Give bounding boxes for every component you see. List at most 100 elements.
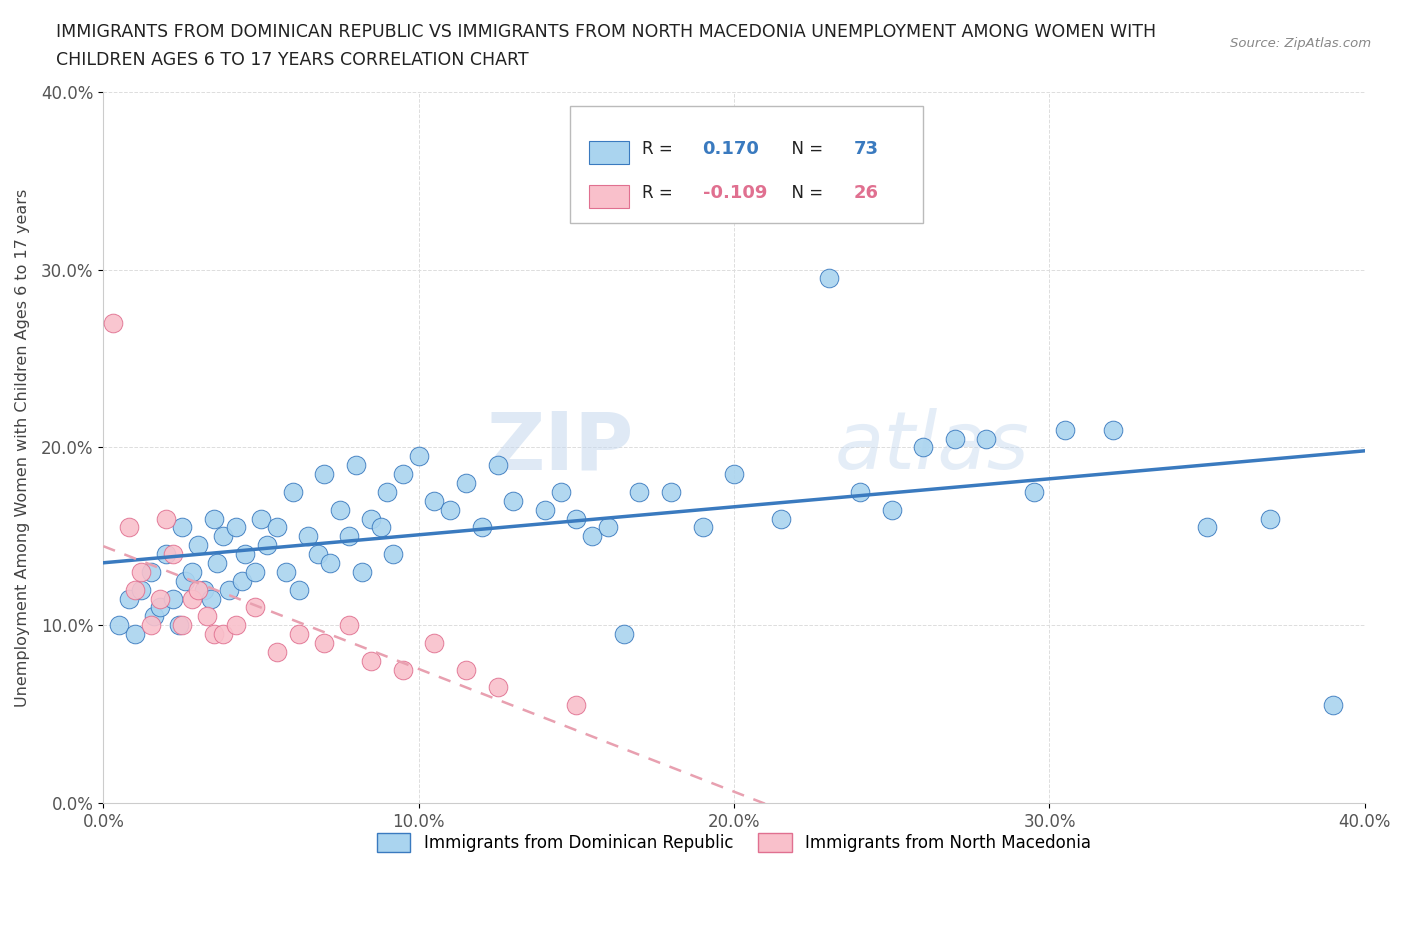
Point: [180, 565, 202, 579]
Point: [180, 591, 202, 606]
Point: [1101, 422, 1123, 437]
Point: [613, 627, 636, 642]
Point: [174, 574, 197, 589]
Point: [187, 538, 209, 552]
Point: [276, 565, 298, 579]
FancyBboxPatch shape: [589, 140, 630, 165]
Point: [565, 698, 588, 712]
Point: [770, 512, 793, 526]
Point: [155, 547, 177, 562]
Point: [360, 654, 382, 669]
Point: [817, 271, 839, 286]
Point: [375, 485, 398, 499]
Point: [360, 512, 382, 526]
Point: [167, 618, 190, 632]
Point: [912, 440, 935, 455]
Point: [314, 635, 336, 650]
Point: [723, 467, 745, 482]
Text: Source: ZipAtlas.com: Source: ZipAtlas.com: [1230, 37, 1371, 50]
Point: [288, 582, 311, 597]
Point: [439, 502, 461, 517]
Point: [162, 547, 184, 562]
Text: atlas: atlas: [835, 408, 1029, 486]
Point: [329, 502, 352, 517]
Point: [370, 520, 392, 535]
Text: ZIP: ZIP: [486, 408, 633, 486]
Point: [486, 458, 509, 472]
Point: [124, 627, 146, 642]
Legend: Immigrants from Dominican Republic, Immigrants from North Macedonia: Immigrants from Dominican Republic, Immi…: [371, 826, 1098, 858]
Point: [233, 547, 256, 562]
Point: [1054, 422, 1077, 437]
Text: 73: 73: [853, 140, 879, 158]
Text: R =: R =: [643, 184, 678, 202]
Point: [212, 529, 235, 544]
Point: [454, 662, 477, 677]
Point: [337, 529, 360, 544]
Point: [314, 467, 336, 482]
Point: [225, 520, 247, 535]
Point: [231, 574, 253, 589]
Text: 26: 26: [853, 184, 879, 202]
Point: [149, 591, 172, 606]
Point: [124, 582, 146, 597]
Point: [319, 555, 342, 570]
Point: [117, 591, 139, 606]
Point: [596, 520, 619, 535]
Y-axis label: Unemployment Among Women with Children Ages 6 to 17 years: Unemployment Among Women with Children A…: [15, 188, 30, 707]
Point: [382, 547, 405, 562]
Point: [1197, 520, 1219, 535]
Point: [423, 635, 446, 650]
Point: [243, 600, 266, 615]
Text: CHILDREN AGES 6 TO 17 YEARS CORRELATION CHART: CHILDREN AGES 6 TO 17 YEARS CORRELATION …: [56, 51, 529, 69]
Point: [976, 432, 998, 446]
FancyBboxPatch shape: [569, 106, 924, 223]
Point: [1022, 485, 1045, 499]
Point: [423, 493, 446, 508]
Text: IMMIGRANTS FROM DOMINICAN REPUBLIC VS IMMIGRANTS FROM NORTH MACEDONIA UNEMPLOYME: IMMIGRANTS FROM DOMINICAN REPUBLIC VS IM…: [56, 23, 1156, 41]
Text: -0.109: -0.109: [703, 184, 766, 202]
Point: [193, 582, 215, 597]
Point: [581, 529, 603, 544]
Text: N =: N =: [780, 184, 828, 202]
Point: [288, 627, 311, 642]
Point: [212, 627, 235, 642]
Point: [297, 529, 319, 544]
Point: [197, 609, 219, 624]
Point: [205, 555, 228, 570]
Point: [172, 520, 194, 535]
Point: [200, 591, 222, 606]
Point: [344, 458, 367, 472]
Point: [849, 485, 872, 499]
Point: [187, 582, 209, 597]
Point: [692, 520, 714, 535]
Point: [392, 467, 415, 482]
Point: [108, 618, 131, 632]
Point: [534, 502, 557, 517]
Point: [392, 662, 415, 677]
Point: [565, 512, 588, 526]
Point: [337, 618, 360, 632]
Point: [266, 520, 288, 535]
Point: [628, 485, 651, 499]
Point: [218, 582, 240, 597]
FancyBboxPatch shape: [589, 185, 630, 208]
Point: [943, 432, 966, 446]
Point: [101, 315, 124, 330]
Point: [250, 512, 273, 526]
Point: [243, 565, 266, 579]
Point: [550, 485, 572, 499]
Point: [471, 520, 494, 535]
Point: [408, 449, 430, 464]
Point: [129, 565, 152, 579]
Text: 0.170: 0.170: [703, 140, 759, 158]
Point: [129, 582, 152, 597]
Point: [880, 502, 903, 517]
Point: [155, 512, 177, 526]
Point: [256, 538, 278, 552]
Point: [139, 565, 162, 579]
Point: [486, 680, 509, 695]
Point: [202, 627, 225, 642]
Point: [350, 565, 373, 579]
Text: N =: N =: [780, 140, 828, 158]
